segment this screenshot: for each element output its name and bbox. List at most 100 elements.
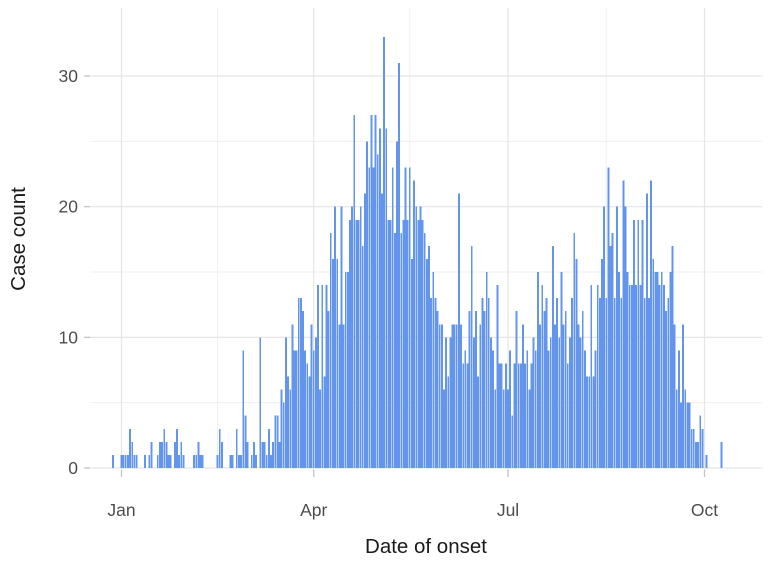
bar [598,298,601,468]
bar [554,324,556,468]
bar [396,141,398,468]
bar [569,337,571,468]
bar [573,232,576,468]
bar [500,363,503,468]
bar [524,363,527,468]
bar [250,454,253,468]
bar [312,350,315,468]
bar [197,441,200,468]
bar [173,441,176,468]
bar [684,389,687,468]
bar [383,36,386,468]
bar [472,337,475,468]
x-tick-label-jul: Jul [497,500,519,520]
bar [695,441,697,468]
bar [353,115,356,468]
bar [428,245,430,468]
bar [692,428,695,468]
bar [376,154,379,469]
bar [603,206,606,468]
bar [317,285,319,468]
bar [616,206,618,468]
bar [387,219,390,468]
bar [690,428,693,468]
bar [447,376,450,468]
bar [588,376,591,468]
bar [274,415,277,468]
bar [133,454,136,468]
bar [291,324,294,468]
bar [342,324,345,468]
bar [513,363,516,468]
bar [507,389,509,468]
bar [701,428,704,468]
bar [485,272,488,468]
bar [556,298,559,468]
bar [112,454,114,468]
bar [299,298,302,468]
bar [259,337,262,468]
bar [201,454,204,468]
bar [402,219,405,468]
bar [314,337,317,468]
bar [673,324,676,468]
bar [496,285,499,468]
x-axis-title: Date of onset [365,535,487,558]
bar [293,350,296,468]
bar [479,324,482,468]
bar [622,180,625,469]
bar [135,454,138,468]
bar [425,258,428,468]
bar [551,245,554,468]
bar [457,193,460,469]
bar [430,298,433,468]
bar [545,298,548,468]
bar [178,454,181,468]
bar [635,285,638,468]
bar [592,376,595,468]
bar [498,363,501,468]
bar [267,428,270,468]
bar [594,350,597,468]
bar [193,454,196,468]
bar [124,454,127,468]
bar [581,311,584,468]
bar [645,193,648,469]
bar [244,415,247,468]
bar [620,298,623,468]
bar [652,258,655,468]
bar [549,337,552,468]
bar [287,376,289,468]
bar [451,324,454,468]
bar [475,311,477,468]
bar [519,363,522,468]
bar [537,272,539,468]
bar [216,454,219,468]
bar [308,376,311,468]
bar [577,324,580,468]
bar [601,258,603,468]
bar [263,441,266,468]
bar [276,415,279,468]
bar [466,363,469,468]
bar [246,441,249,468]
bar [665,311,667,468]
bar [477,376,480,468]
bar [455,324,458,468]
bar [534,350,537,468]
bar [346,272,349,468]
bar [272,441,275,468]
bar [285,337,287,468]
bar [364,193,366,469]
bar [240,454,243,468]
bar [372,167,375,469]
bar [126,454,129,468]
bar [231,454,234,468]
bar [541,285,544,468]
bar [468,311,471,468]
bar [671,245,674,468]
bar [443,389,445,468]
bar [165,441,168,468]
bar [270,454,272,468]
bar [560,272,563,468]
